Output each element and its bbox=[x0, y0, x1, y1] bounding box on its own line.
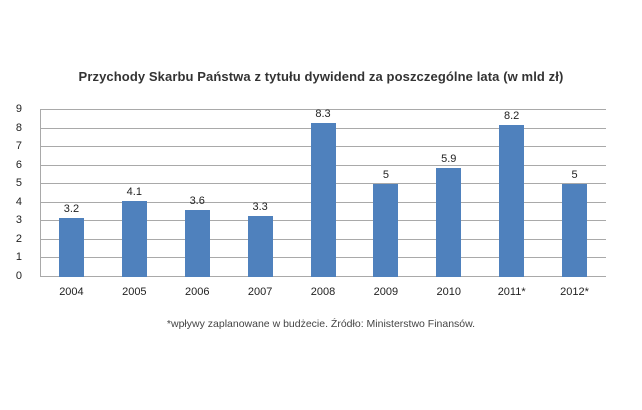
x-tick-label: 2004 bbox=[59, 286, 84, 298]
plot-area: 3.2 4.1 3.6 3.3 8.3 5 5.9 8.2 5 bbox=[40, 108, 606, 277]
chart-title: Przychody Skarbu Państwa z tytułu dywide… bbox=[78, 69, 564, 84]
x-tick-label: 2005 bbox=[122, 286, 147, 298]
x-tick-label: 2009 bbox=[373, 286, 399, 298]
y-tick-label: 4 bbox=[15, 195, 22, 208]
bar-2010 bbox=[436, 167, 462, 277]
bar-2007 bbox=[247, 215, 273, 277]
data-label: 3.3 bbox=[252, 200, 268, 213]
y-tick-label: 1 bbox=[15, 251, 22, 264]
data-label: 3.2 bbox=[63, 202, 80, 215]
data-label: 4.1 bbox=[126, 185, 142, 198]
data-label: 5 bbox=[382, 169, 389, 182]
x-tick-label: 2008 bbox=[310, 286, 336, 298]
data-label: 3.6 bbox=[189, 195, 205, 208]
y-tick-label: 2 bbox=[15, 232, 22, 245]
bar-2009 bbox=[373, 184, 399, 277]
x-tick-label: 2012* bbox=[560, 286, 589, 298]
bar-2012 bbox=[562, 184, 588, 277]
x-tick-label: 2007 bbox=[247, 286, 273, 298]
y-tick-label: 3 bbox=[15, 214, 22, 227]
data-label: 5 bbox=[571, 169, 578, 182]
bar-2004 bbox=[58, 217, 84, 277]
gridline bbox=[40, 109, 606, 110]
data-label: 8.2 bbox=[504, 109, 520, 122]
bar-2005 bbox=[121, 200, 147, 277]
y-axis-line bbox=[40, 110, 41, 277]
x-tick-label: 2010 bbox=[436, 286, 461, 298]
y-tick-label: 8 bbox=[15, 121, 22, 134]
data-label: 8.3 bbox=[315, 108, 331, 120]
bar-2008 bbox=[310, 123, 336, 277]
y-tick-label: 6 bbox=[15, 158, 22, 171]
data-label: 5.9 bbox=[441, 152, 457, 165]
footnote: *wpływy zaplanowane w budżecie. Źródło: … bbox=[166, 318, 476, 330]
bar-2006 bbox=[184, 210, 210, 277]
y-tick-label: 9 bbox=[15, 103, 22, 115]
y-tick-label: 5 bbox=[15, 177, 22, 190]
bar-2011 bbox=[499, 124, 525, 277]
x-tick-label: 2011* bbox=[497, 286, 526, 298]
y-tick-label: 7 bbox=[15, 140, 22, 153]
y-tick-label: 0 bbox=[15, 270, 22, 282]
x-tick-label: 2006 bbox=[184, 286, 210, 298]
